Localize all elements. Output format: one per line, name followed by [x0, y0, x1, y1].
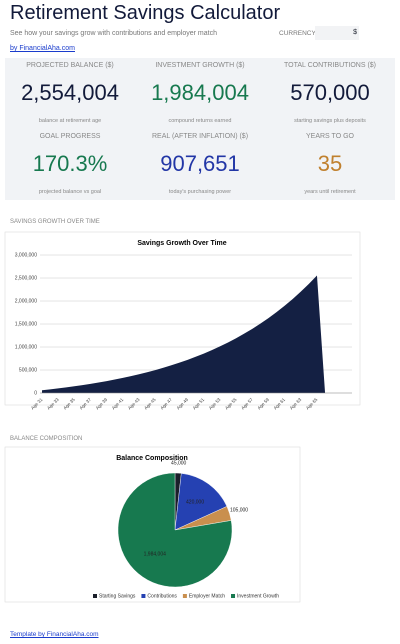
legend-label: Contributions: [147, 593, 177, 599]
legend-swatch: [141, 594, 146, 598]
byline-link[interactable]: by FinancialAha.com: [10, 45, 75, 52]
y-tick-label: 1,000,000: [15, 344, 37, 350]
legend-label: Starting Savings: [99, 593, 136, 599]
metric-value: 1,984,004: [151, 80, 249, 105]
pie-slice: [117, 472, 233, 588]
metric-caption: starting savings plus deposits: [294, 118, 366, 124]
footer-link[interactable]: Template by FinancialAha.com: [10, 631, 99, 638]
y-tick-label: 500,000: [19, 367, 37, 373]
currency-label: CURRENCY: [279, 30, 316, 37]
metric-card: GOAL PROGRESS 170.3% projected balance vs …: [5, 129, 135, 200]
metrics-panel: PROJECTED BALANCE ($) 2,554,004 balance at…: [5, 58, 395, 200]
metric-caption: compound returns earned: [168, 118, 232, 124]
metric-card: TOTAL CONTRIBUTIONS ($) 570,000 starting s…: [265, 58, 395, 129]
metric-card: INVESTMENT GROWTH ($) 1,984,004 compound r…: [135, 58, 265, 129]
y-tick-label: 2,500,000: [15, 275, 37, 281]
metric-card: REAL (AFTER INFLATION) ($) 907,651 today's…: [135, 129, 265, 200]
y-tick-label: 3,000,000: [15, 252, 37, 258]
currency-input[interactable]: $: [315, 26, 359, 40]
metric-value: 907,651: [160, 151, 240, 176]
metric-value: 170.3%: [32, 151, 108, 176]
legend-swatch: [231, 594, 236, 598]
data-label: 45,000: [171, 460, 187, 466]
metric-card: PROJECTED BALANCE ($) 2,554,004 balance at…: [5, 58, 135, 129]
metric-label: INVESTMENT GROWTH ($): [155, 62, 245, 69]
subtitle: See how your savings grow with contribut…: [10, 30, 217, 37]
metric-label: TOTAL CONTRIBUTIONS ($): [283, 62, 377, 69]
data-label: 1,984,004: [144, 551, 166, 557]
data-label: 105,000: [230, 508, 248, 514]
metric-card: YEARS TO GO 35 years until retirement: [265, 129, 395, 200]
metric-label: REAL (AFTER INFLATION) ($): [151, 133, 249, 140]
legend-label: Investment Growth: [237, 593, 279, 599]
metric-value: 2,554,004: [21, 80, 119, 105]
legend-label: Employer Match: [189, 593, 225, 599]
y-tick-label: 0: [34, 390, 37, 396]
metric-label: GOAL PROGRESS: [39, 133, 101, 140]
metric-caption: projected balance vs goal: [38, 189, 102, 195]
legend-swatch: [182, 594, 187, 598]
area: [42, 275, 350, 393]
metric-label: YEARS TO GO: [306, 133, 354, 140]
y-tick-label: 2,000,000: [15, 298, 37, 304]
section-heading: SAVINGS GROWTH OVER TIME: [10, 219, 100, 225]
data-label: 420,000: [186, 500, 204, 506]
chart-title: Balance Composition: [116, 455, 188, 462]
metric-value: 570,000: [290, 80, 370, 105]
legend-swatch: [93, 594, 97, 598]
metric-label: PROJECTED BALANCE ($): [26, 62, 114, 69]
pie-slice: [174, 473, 228, 531]
metric-caption: years until retirement: [304, 189, 356, 195]
metric-value: 35: [317, 151, 343, 176]
section-heading: BALANCE COMPOSITION: [10, 436, 83, 442]
chart-title: Savings Growth Over Time: [137, 240, 226, 247]
y-tick-label: 1,500,000: [15, 321, 37, 327]
page-title: Retirement Savings Calculator: [10, 2, 281, 24]
metric-caption: balance at retirement age: [38, 118, 102, 124]
metric-caption: today's purchasing power: [168, 189, 232, 195]
